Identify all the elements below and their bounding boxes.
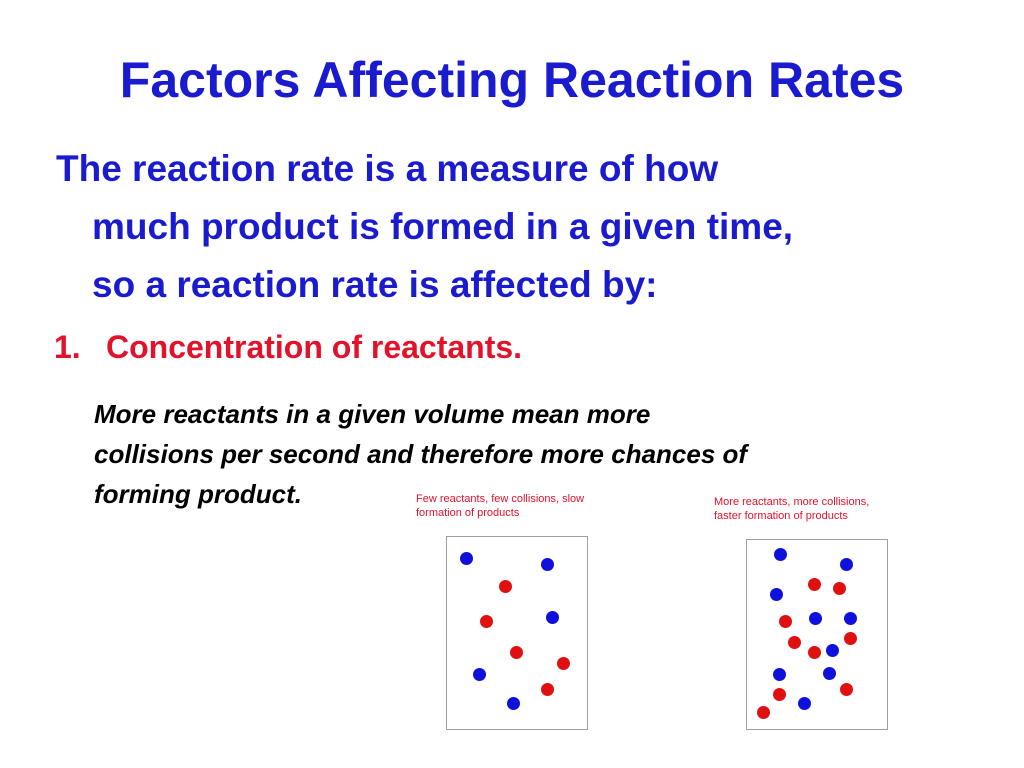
red-particle (557, 657, 570, 670)
particle-box-few (446, 536, 588, 730)
diagram-caption-more: More reactants, more collisions, faster … (714, 495, 869, 523)
blue-particle (798, 697, 811, 710)
diagram-caption-few: Few reactants, few collisions, slow form… (416, 492, 584, 520)
description-text: More reactants in a given volume mean mo… (94, 394, 974, 514)
red-particle (773, 688, 786, 701)
blue-particle (770, 588, 783, 601)
blue-particle (460, 552, 473, 565)
blue-particle (773, 668, 786, 681)
red-particle (480, 615, 493, 628)
list-item-concentration: 1. Concentration of reactants. (54, 328, 522, 366)
red-particle (840, 683, 853, 696)
blue-particle (840, 558, 853, 571)
red-particle (844, 632, 857, 645)
blue-particle (507, 697, 520, 710)
description-line-1: More reactants in a given volume mean mo… (94, 399, 651, 429)
caption-line: More reactants, more collisions, (714, 496, 870, 508)
intro-line-1: The reaction rate is a measure of how (56, 148, 719, 189)
blue-particle (473, 668, 486, 681)
intro-line-3: so a reaction rate is affected by: (92, 264, 658, 305)
red-particle (833, 582, 846, 595)
caption-line: Few reactants, few collisions, slow (416, 493, 585, 505)
intro-line-2: much product is formed in a given time, (92, 206, 794, 247)
red-particle (510, 646, 523, 659)
red-particle (779, 615, 792, 628)
red-particle (808, 646, 821, 659)
caption-line: formation of products (416, 507, 520, 519)
red-particle (499, 580, 512, 593)
red-particle (541, 683, 554, 696)
blue-particle (546, 611, 559, 624)
list-text: Concentration of reactants. (106, 329, 523, 365)
particle-box-more (746, 539, 888, 730)
blue-particle (844, 612, 857, 625)
description-line-3: forming product. (94, 479, 302, 509)
blue-particle (823, 667, 836, 680)
blue-particle (809, 612, 822, 625)
intro-text: The reaction rate is a measure of how mu… (56, 140, 986, 314)
description-line-2: collisions per second and therefore more… (94, 439, 748, 469)
blue-particle (541, 558, 554, 571)
list-number: 1. (54, 329, 81, 365)
red-particle (757, 706, 770, 719)
slide-title: Factors Affecting Reaction Rates (119, 52, 905, 108)
blue-particle (774, 548, 787, 561)
caption-line: faster formation of products (714, 510, 848, 522)
red-particle (788, 636, 801, 649)
blue-particle (826, 644, 839, 657)
red-particle (808, 578, 821, 591)
